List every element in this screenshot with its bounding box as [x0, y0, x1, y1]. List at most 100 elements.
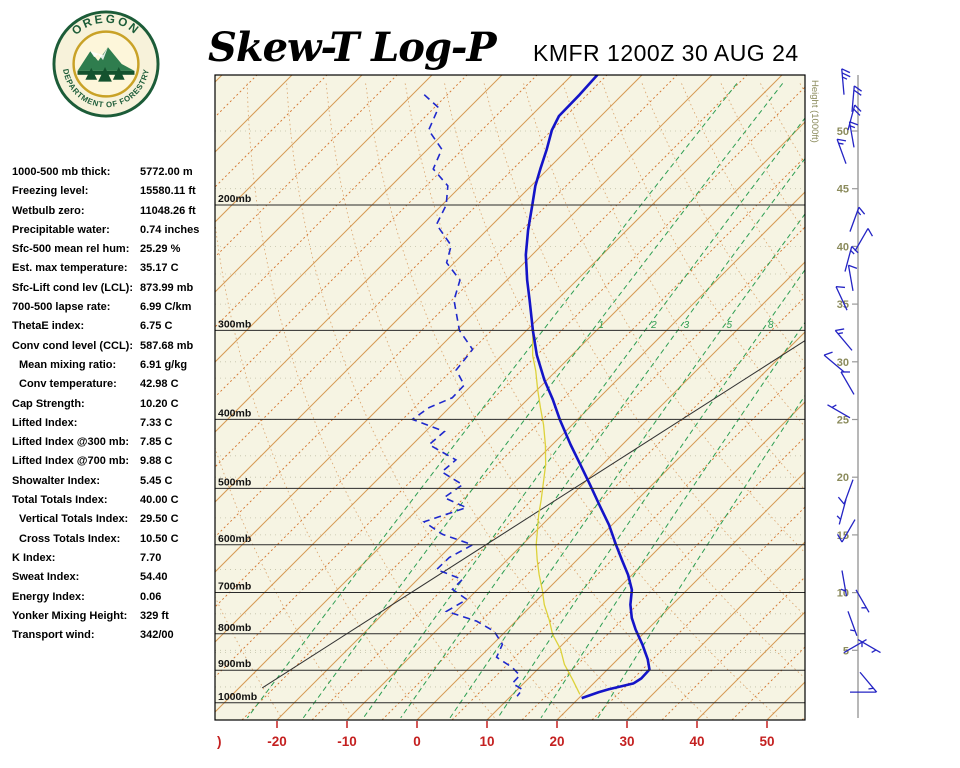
isotherm — [215, 121, 805, 713]
index-value: 6.75 C — [140, 320, 173, 333]
height-axis-title: Height (1000ft) — [809, 80, 820, 143]
temp-axis-label: 20 — [549, 734, 564, 749]
index-label: 1000-500 mb thick: — [12, 166, 111, 178]
mixing-ratio-line — [246, 83, 738, 719]
isotherm-minor — [215, 75, 608, 468]
temp-axis-edge-label: ) — [217, 734, 222, 749]
page-title: Skew-T Log-P — [208, 24, 497, 71]
index-value: 329 ft — [140, 609, 169, 622]
isotherm — [215, 75, 783, 643]
temp-axis-label: -10 — [337, 734, 357, 749]
index-label: Freezing level: — [12, 185, 89, 198]
dewpoint-trace — [410, 94, 524, 697]
parcel-line — [531, 324, 581, 695]
wind-barb — [851, 85, 862, 112]
station-time-label: KMFR 1200Z 30 AUG 24 — [533, 40, 799, 66]
index-label: Cross Totals Index: — [19, 532, 121, 545]
height-axis-label: 20 — [837, 472, 849, 484]
index-value: 6.99 C/km — [140, 301, 192, 314]
isotherm — [556, 471, 805, 720]
pressure-label: 800mb — [218, 622, 251, 634]
index-label: Mean mixing ratio: — [19, 358, 117, 371]
index-label: Lifted Index @700 mb: — [12, 455, 130, 468]
logo-forest-icon — [77, 47, 135, 82]
wind-barb — [847, 104, 862, 131]
mixing-ratio-line — [597, 394, 805, 719]
isotherm-minor — [521, 436, 805, 720]
index-value: 35.17 C — [140, 262, 179, 275]
index-value: 25.29 % — [140, 243, 181, 256]
index-row: Precipitable water: 0.74 inches — [12, 224, 214, 243]
index-label: Transport wind: — [12, 629, 95, 642]
index-value: 342/00 — [140, 629, 174, 642]
pressure-label: 600mb — [218, 533, 251, 545]
pressure-label: 500mb — [218, 476, 251, 488]
wind-barb — [843, 638, 867, 654]
mixing-ratio-label: 3 — [684, 320, 690, 331]
index-row: Total Totals Index: 40.00 C — [12, 494, 214, 513]
mixing-ratio-line — [363, 117, 805, 719]
index-label: Showalter Index: — [12, 474, 101, 487]
height-axis-label: 30 — [837, 357, 849, 369]
index-value: 10.50 C — [140, 532, 179, 545]
index-row: Conv temperature: 42.98 C — [12, 378, 214, 397]
index-value: 7.33 C — [140, 416, 173, 429]
wind-barb — [854, 228, 874, 252]
isotherm-minor — [215, 75, 538, 398]
wind-barb — [841, 68, 851, 95]
index-row: Cap Strength: 10.20 C — [12, 398, 214, 417]
isotherm — [346, 261, 805, 720]
wind-barb — [855, 589, 870, 613]
mixing-ratio-line — [540, 321, 805, 719]
temp-axis-label: -20 — [267, 734, 287, 749]
index-label: Total Totals Index: — [12, 494, 108, 507]
temp-axis-label: 50 — [759, 734, 774, 749]
isotherm-minor — [591, 506, 805, 720]
index-row: Wetbulb zero: 11048.26 ft — [12, 205, 214, 224]
index-value: 0.74 inches — [140, 223, 200, 236]
pressure-label: 900mb — [218, 658, 251, 670]
index-value: 42.98 C — [140, 378, 179, 391]
index-value: 873.99 mb — [140, 281, 194, 294]
chart-background — [215, 75, 805, 720]
wind-barb — [835, 285, 848, 311]
wind-barb — [836, 519, 856, 543]
isotherm-minor — [241, 156, 805, 720]
isotherm-minor — [661, 576, 805, 720]
isotherm — [626, 541, 805, 720]
mixing-ratio-label: 8 — [768, 320, 774, 331]
isotherm-minor — [215, 75, 468, 328]
index-value: 40.00 C — [140, 494, 179, 507]
index-label: K Index: — [12, 551, 56, 564]
pressure-label: 200mb — [218, 193, 251, 205]
isotherm-minor — [215, 75, 748, 608]
indices-panel: 1000-500 mb thick: 5772.00 m Freezing leve… — [12, 166, 214, 648]
pressure-label: 700mb — [218, 580, 251, 592]
index-row: Energy Index: 0.06 — [12, 591, 214, 610]
index-label: Sfc-Lift cond lev (LCL): — [12, 281, 133, 294]
wind-barb — [834, 328, 853, 351]
pressure-label: 400mb — [218, 407, 251, 419]
isotherm — [215, 75, 503, 363]
mixing-ratio-label: 1 — [598, 320, 604, 331]
index-value: 5.45 C — [140, 474, 173, 487]
mixing-ratio-line — [400, 157, 805, 719]
index-row: Transport wind: 342/00 — [12, 629, 214, 648]
index-label: Lifted Index @300 mb: — [12, 436, 130, 449]
index-label: Yonker Mixing Height: — [12, 609, 128, 622]
temp-axis-label: 10 — [479, 734, 494, 749]
index-row: Sfc-500 mean rel hum: 25.29 % — [12, 243, 214, 262]
wind-barb — [836, 499, 847, 525]
index-row: K Index: 7.70 — [12, 552, 214, 571]
temp-axis-label: 40 — [689, 734, 704, 749]
mixing-ratio-label: 5 — [727, 320, 733, 331]
index-row: Yonker Mixing Height: 329 ft — [12, 610, 214, 629]
isotherm-minor — [801, 716, 805, 720]
index-label: Est. max temperature: — [12, 262, 128, 275]
index-label: Wetbulb zero: — [12, 204, 85, 217]
mixing-ratio-line — [449, 213, 805, 719]
wind-barb — [840, 570, 848, 597]
index-value: 54.40 — [140, 571, 168, 584]
dry-adiabat — [404, 83, 779, 719]
